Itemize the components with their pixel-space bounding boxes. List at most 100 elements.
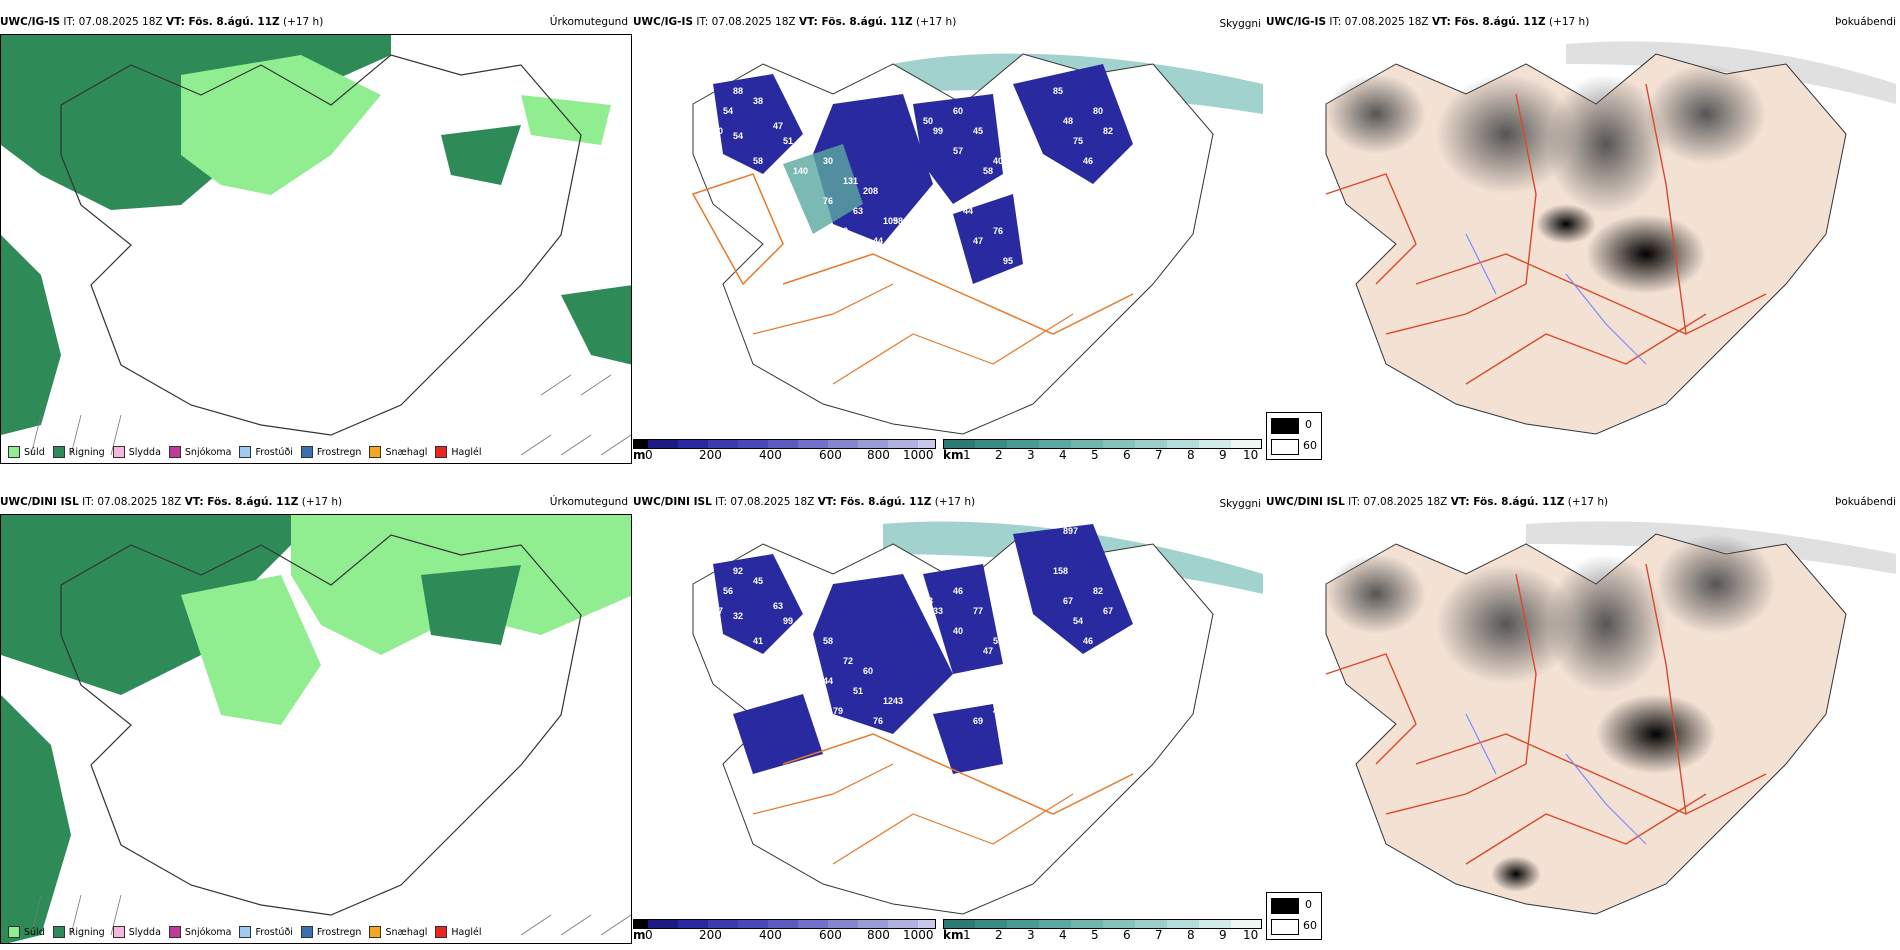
fog-legend: 0 60 — [1266, 412, 1322, 460]
visibility-value-label: 43 — [893, 696, 903, 706]
colorbar-unit: m — [633, 448, 646, 462]
visibility-value-label: 12 — [883, 696, 893, 706]
visibility-value-label: 58 — [753, 156, 763, 166]
visibility-value-label: 140 — [793, 166, 808, 176]
drizzle-area — [181, 575, 321, 725]
panel-title: Úrkomutegund — [549, 16, 628, 28]
visibility-value-label: 54 — [1073, 616, 1083, 626]
precip-legend: Súld Rigning Slydda Snjókoma Frostúði Fr… — [0, 446, 482, 458]
visibility-value-label: 60 — [863, 666, 873, 676]
visibility-value-label: 208 — [863, 186, 878, 196]
colorbar-tick: 400 — [759, 448, 782, 462]
visibility-value-label: 79 — [963, 686, 973, 696]
panel-title: Þokuábendi — [1835, 16, 1896, 28]
precip-map — [0, 514, 632, 944]
colorbar-tick: 9 — [1219, 448, 1227, 462]
colorbar-tick: 2 — [995, 928, 1003, 942]
visibility-value-label: 77 — [973, 606, 983, 616]
visibility-value-label: 76 — [823, 196, 833, 206]
visibility-value-label: 82 — [1093, 586, 1103, 596]
colorbar-tick: 8 — [1187, 448, 1195, 462]
legend-swatch-sudl — [8, 446, 20, 458]
visibility-value-label: 38 — [753, 96, 763, 106]
rain-area — [1, 695, 71, 943]
visibility-value-label: 10 — [1153, 156, 1163, 166]
visibility-value-label: 99 — [933, 126, 943, 136]
coastline — [60, 534, 582, 916]
visibility-value-label: 32 — [733, 611, 743, 621]
visibility-value-label: 44 — [873, 236, 883, 246]
panel-title: Skyggni — [1219, 18, 1262, 30]
visibility-value-label: 45 — [753, 576, 763, 586]
visibility-value-label: 47 — [713, 606, 723, 616]
visibility-value-label: 57 — [953, 146, 963, 156]
fog-legend-value: 60 — [1303, 919, 1317, 932]
colorbar-tick: 5 — [1091, 928, 1099, 942]
visibility-value-label: 131 — [843, 176, 858, 186]
legend-swatch-frostudi — [239, 926, 252, 938]
visibility-value-label: 109 — [883, 216, 898, 226]
precip-map — [0, 34, 632, 464]
visibility-value-label: 158 — [1053, 566, 1068, 576]
legend-label: Snæhagl — [385, 926, 428, 938]
colorbar-unit: m — [633, 928, 646, 942]
visibility-value-label: 67 — [1063, 596, 1073, 606]
fog-legend: 0 60 — [1266, 892, 1322, 940]
visibility-value-label: 82 — [1103, 126, 1113, 136]
visibility-value-label: 67 — [1103, 606, 1113, 616]
panel-header: UWC/DINI ISL IT: 07.08.2025 18Z VT: Fös.… — [0, 496, 343, 508]
visibility-value-label: 48 — [1063, 116, 1073, 126]
panel-title: Skyggni — [1219, 498, 1262, 510]
colorbar-tick: 800 — [867, 448, 890, 462]
visibility-colorbar-m: m 0 200 400 600 800 1000 — [633, 919, 937, 944]
drizzle-area — [441, 125, 521, 185]
visibility-value-label: 95 — [1003, 256, 1013, 266]
legend-label: Snjókoma — [184, 926, 232, 938]
visibility-value-label: 47 — [773, 121, 783, 131]
legend-label: Snæhagl — [385, 446, 428, 458]
visibility-value-label: 69 — [973, 716, 983, 726]
legend-label: Slydda — [128, 446, 161, 458]
legend-label: Frostúði — [255, 446, 293, 458]
visibility-value-label: 7 — [1033, 246, 1038, 256]
precip-type-panel-1: UWC/IG-IS IT: 07.08.2025 18Z VT: Fös. 8.… — [0, 14, 632, 464]
drizzle-area — [181, 55, 381, 195]
visibility-value-label: 55 — [1133, 656, 1143, 666]
panel-title: Þokuábendi — [1835, 496, 1896, 508]
colorbar-tick: 5 — [1091, 448, 1099, 462]
visibility-value-label: 49 — [1113, 646, 1123, 656]
visibility-value-label: 63 — [1043, 166, 1053, 176]
visibility-value-label: 80 — [1093, 106, 1103, 116]
visibility-value-label: 45 — [973, 126, 983, 136]
visibility-value-label: 46 — [953, 586, 963, 596]
colorbar-tick: 4 — [1059, 448, 1067, 462]
rain-area — [1, 515, 291, 695]
panel-header: UWC/DINI ISL IT: 07.08.2025 18Z VT: Fös.… — [1266, 496, 1609, 508]
legend-label: Haglél — [451, 926, 482, 938]
legend-label: Súld — [24, 446, 45, 458]
fog-legend-swatch-dark — [1271, 898, 1299, 914]
visibility-value-label: 102 — [833, 226, 848, 236]
colorbar-unit: km — [943, 928, 964, 942]
visibility-value-label: 00 — [1043, 646, 1053, 656]
visibility-value-label: 51 — [853, 686, 863, 696]
visibility-panel-1: UWC/IG-IS IT: 07.08.2025 18Z VT: Fös. 8.… — [633, 14, 1265, 464]
visibility-colorbar-km: km 1 2 3 4 5 6 7 8 9 10 — [943, 919, 1263, 944]
colorbar-tick: 400 — [759, 928, 782, 942]
visibility-value-label: 66 — [1113, 196, 1123, 206]
colorbar-tick: 10 — [1243, 928, 1259, 942]
colorbar-tick: 600 — [819, 448, 842, 462]
fog-map — [1266, 514, 1900, 924]
colorbar-tick: 1 — [963, 928, 971, 942]
visibility-value-label: 60 — [953, 106, 963, 116]
legend-label: Haglél — [451, 446, 482, 458]
panel-header: UWC/IG-IS IT: 07.08.2025 18Z VT: Fös. 8.… — [633, 16, 957, 28]
colorbar-tick: 600 — [819, 928, 842, 942]
fog-legend-value: 0 — [1305, 418, 1312, 431]
fog-indicator-panel-1: UWC/IG-IS IT: 07.08.2025 18Z VT: Fös. 8.… — [1266, 14, 1900, 464]
colorbar-tick: 200 — [699, 928, 722, 942]
colorbar-tick: 3 — [1027, 448, 1035, 462]
visibility-value-label: 30 — [823, 156, 833, 166]
legend-label: Rigning — [68, 446, 105, 458]
visibility-value-label: 47 — [983, 646, 993, 656]
